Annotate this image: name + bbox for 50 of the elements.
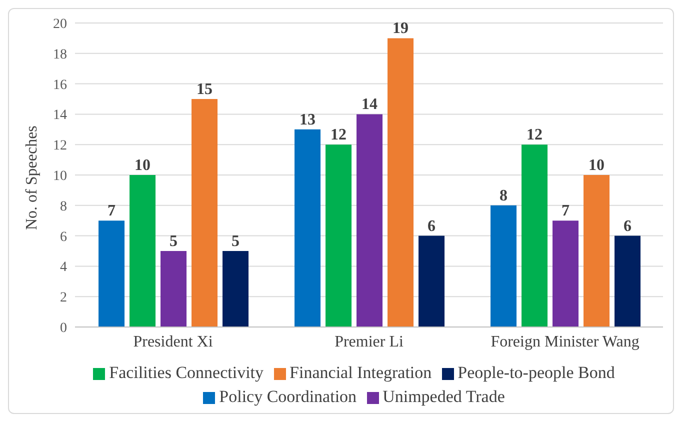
y-tick-label: 8 bbox=[60, 199, 67, 214]
data-label: 5 bbox=[170, 233, 178, 250]
y-tick-label: 0 bbox=[60, 320, 67, 336]
bar bbox=[584, 175, 610, 327]
bar bbox=[192, 99, 218, 327]
y-tick-label: 14 bbox=[53, 108, 67, 124]
y-tick-label: 16 bbox=[53, 78, 67, 93]
y-axis-title: No. of Speeches bbox=[24, 126, 41, 230]
bar bbox=[388, 38, 414, 327]
data-label: 12 bbox=[526, 126, 543, 144]
data-label: 19 bbox=[392, 20, 409, 38]
y-tick-label: 20 bbox=[53, 16, 67, 32]
y-tick-label: 4 bbox=[60, 260, 67, 276]
data-label: 12 bbox=[330, 126, 347, 144]
x-tick-label: President Xi bbox=[133, 333, 214, 350]
bar bbox=[98, 220, 125, 327]
bar bbox=[130, 175, 156, 327]
y-tick-label: 12 bbox=[53, 138, 67, 154]
x-tick-label: Premier Li bbox=[334, 333, 404, 350]
x-tick-label: Foreign Minister Wang bbox=[490, 333, 640, 350]
data-label: 7 bbox=[562, 202, 570, 220]
data-label: 14 bbox=[362, 96, 378, 114]
data-label: 10 bbox=[588, 157, 605, 174]
y-tick-label: 18 bbox=[53, 47, 67, 62]
legend-label: People-to-people Bond bbox=[458, 363, 615, 382]
data-label: 15 bbox=[196, 81, 213, 98]
data-label: 5 bbox=[232, 233, 240, 250]
bar bbox=[522, 144, 548, 327]
legend-label: Unimpeded Trade bbox=[382, 387, 505, 406]
y-tick-label: 6 bbox=[60, 230, 67, 245]
bar bbox=[614, 236, 641, 327]
data-label: 13 bbox=[300, 111, 316, 128]
bar bbox=[356, 114, 383, 327]
bar bbox=[222, 251, 249, 327]
y-tick-label: 10 bbox=[53, 168, 67, 184]
legend-label: Facilities Connectivity bbox=[109, 363, 264, 382]
bar bbox=[418, 236, 445, 327]
legend-label: Financial Integration bbox=[290, 363, 432, 382]
data-label: 7 bbox=[108, 202, 116, 220]
bar bbox=[326, 144, 352, 327]
bar bbox=[294, 129, 321, 327]
data-label: 6 bbox=[428, 218, 436, 235]
bar bbox=[552, 220, 579, 327]
y-tick-label: 2 bbox=[60, 290, 67, 306]
data-label: 10 bbox=[134, 157, 151, 174]
legend-label: Policy Coordination bbox=[219, 387, 357, 406]
bar bbox=[490, 205, 517, 327]
data-label: 6 bbox=[624, 218, 632, 235]
data-label: 8 bbox=[500, 187, 508, 204]
bar bbox=[160, 251, 187, 327]
